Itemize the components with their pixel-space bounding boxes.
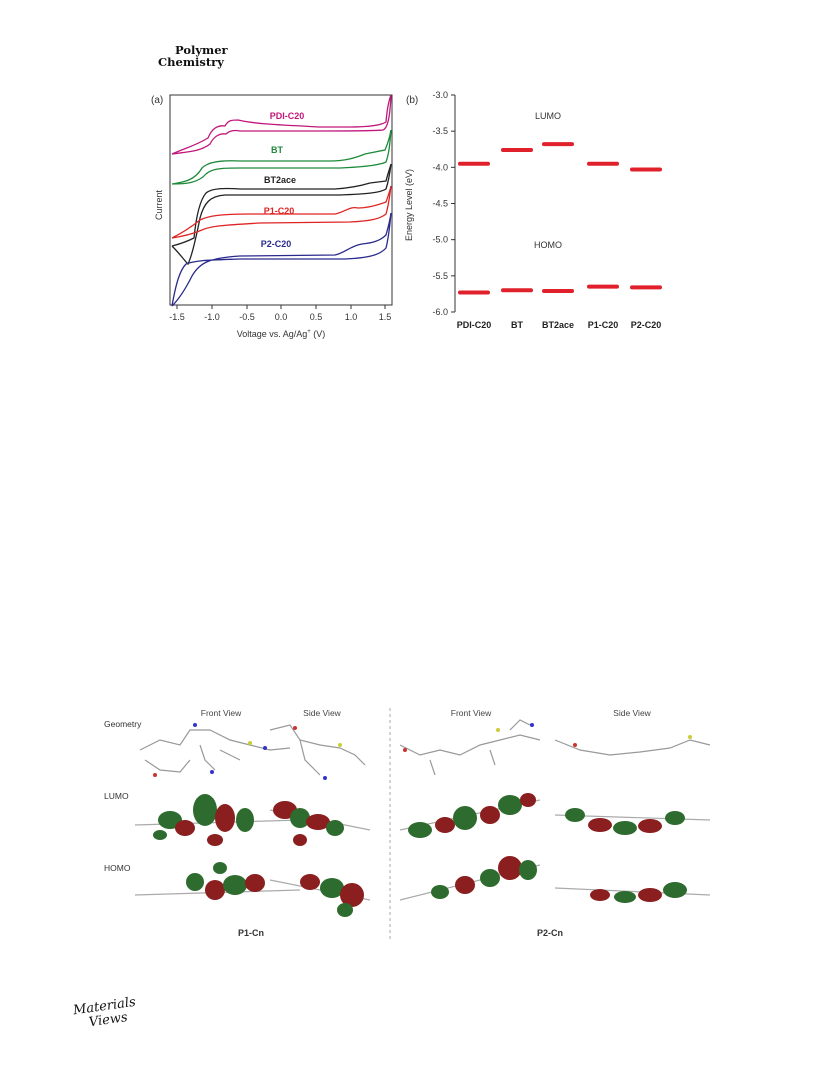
homo-p2-front [399,856,541,901]
geometry-p1-side [269,724,366,780]
cv-curve-pdi [171,94,392,155]
cv-xtick: -1.0 [204,312,220,322]
cv-xtick: -0.5 [239,312,255,322]
lumo-p1-front [134,794,301,846]
panel-a-label: (a) [151,95,163,106]
energy-categories: PDI-C20 BT BT2ace P1-C20 P2-C20 [457,320,662,330]
category-label: P2-C20 [631,320,662,330]
energy-level-bars [458,142,662,295]
row-label-homo: HOMO [104,863,131,873]
geometry-p2-front [399,719,541,776]
y-tick-label: -5.5 [432,271,448,281]
y-tick-label: -3.5 [432,126,448,136]
view-label-front-p2: Front View [451,708,492,718]
cv-xtick: 1.5 [379,312,392,322]
materials-views-logo: Materials Views [72,995,138,1032]
row-label-geometry: Geometry [104,719,142,729]
lumo-p1-side [269,801,371,846]
row-label-lumo: LUMO [104,791,129,801]
homo-label: HOMO [534,240,562,250]
journal-name-line1: Polymer [175,43,228,57]
cv-curve-bt [171,129,392,185]
cv-xtick: 0.5 [310,312,323,322]
cv-label-pdi: PDI-C20 [270,111,305,121]
energy-y-ticks: -3.0 -3.5 -4.0 -4.5 -5.0 -5.5 -6.0 [432,90,455,317]
cv-xtick: 1.0 [345,312,358,322]
y-tick-label: -3.0 [432,90,448,100]
lumo-p2-front [399,793,541,838]
y-tick-label: -4.0 [432,162,448,172]
energy-y-axis-label: Energy Level (eV) [404,169,414,241]
category-label: PDI-C20 [457,320,492,330]
homo-p1-front [134,862,301,900]
cv-label-bt2ace: BT2ace [264,175,296,185]
geometry-p2-side [554,735,711,756]
group-label-p1: P1-Cn [238,928,264,938]
y-tick-label: -6.0 [432,307,448,317]
view-label-side-p2: Side View [613,708,652,718]
cv-xtick: -1.5 [169,312,185,322]
cv-xtick: 0.0 [275,312,288,322]
journal-logo: Polymer Chemistry [158,44,228,68]
y-tick-label: -4.5 [432,199,448,209]
cv-x-axis-label: Voltage vs. Ag/Ag+ (V) [237,329,326,339]
cv-y-axis-label: Current [154,189,164,220]
cv-panel: (a) PDI-C20 BT BT2ace P1-C20 P2-C20 -1.5… [151,94,393,339]
lumo-p2-side [554,808,711,835]
cv-label-p2: P2-C20 [261,239,292,249]
geometry-p1-front [139,723,291,777]
group-label-p2: P2-Cn [537,928,563,938]
cv-x-ticks [176,305,386,309]
panel-b-label: (b) [406,95,418,106]
view-label-side-p1: Side View [303,708,342,718]
orbital-figure: Front View Side View Front View Side Vie… [104,708,711,942]
homo-p1-side [269,874,371,917]
category-label: BT2ace [542,320,574,330]
view-label-front-p1: Front View [201,708,242,718]
category-label: P1-C20 [588,320,619,330]
homo-p2-side [554,882,711,903]
cv-label-p1: P1-C20 [264,206,295,216]
journal-name-line2: Chemistry [158,55,224,69]
cv-curve-p1 [171,185,392,239]
cv-label-bt: BT [271,145,283,155]
y-tick-label: -5.0 [432,235,448,245]
lumo-label: LUMO [535,111,561,121]
category-label: BT [511,320,523,330]
cv-curve-p2 [171,212,392,307]
energy-level-chart: (b) -3.0 -3.5 -4.0 -4.5 -5.0 -5.5 -6.0 PDI-C20… [404,90,662,330]
